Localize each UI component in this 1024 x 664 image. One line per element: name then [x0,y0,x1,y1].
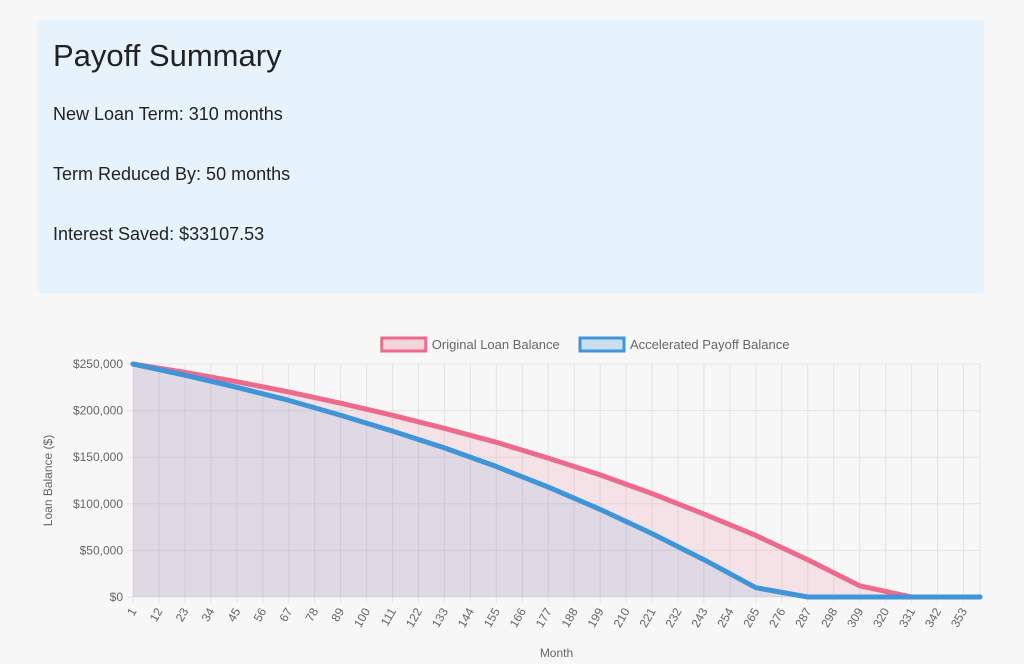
data-point [546,485,550,489]
data-point [806,595,810,599]
data-point [650,532,654,536]
payoff-summary-panel: Payoff Summary New Loan Term: 310 months… [37,20,984,293]
legend-label: Accelerated Payoff Balance [630,337,789,352]
x-tick-label: 254 [714,605,736,630]
x-tick-label: 331 [896,605,918,630]
y-tick-label: $100,000 [73,497,123,511]
x-tick-label: 221 [637,605,659,630]
x-axis-title: Month [540,646,573,660]
x-tick-label: 265 [740,605,762,630]
data-point [494,464,498,469]
data-point [754,586,758,590]
data-point [598,473,602,477]
legend-swatch [380,336,428,353]
data-point [287,398,291,402]
data-point [390,429,395,433]
data-point [754,533,758,538]
y-tick-label: $0 [110,590,124,604]
chart-svg: $0 $50,000 $100,000 $150,000 $200,000 $250,00… [41,336,983,660]
x-tick-label: 56 [251,605,270,624]
x-tick-label: 133 [429,605,451,630]
data-point [235,385,239,389]
x-tick-label: 155 [481,605,503,630]
x-tick-label: 232 [662,605,684,630]
data-point [858,595,862,599]
x-tick-label: 34 [199,605,218,624]
x-tick-label: 276 [766,605,788,630]
data-point [702,512,706,516]
x-tick-label: 353 [948,605,970,630]
data-point [339,401,343,405]
data-point [961,595,966,599]
y-tick-label: $200,000 [73,404,123,418]
x-tick-label: 287 [792,605,814,630]
x-tick-label: 111 [378,605,399,628]
interest-saved: Interest Saved: $33107.53 [53,224,265,244]
x-tick-label: 210 [611,605,633,630]
y-tick-label: $250,000 [73,357,123,371]
x-tick-label: 78 [302,605,321,624]
data-point [546,456,550,460]
data-point [235,380,239,384]
data-point [339,413,343,417]
x-tick-label: 67 [277,605,296,624]
data-point [390,413,395,417]
x-tick-label: 309 [844,605,866,630]
x-tick-label: 166 [507,605,529,630]
data-point [131,362,135,366]
y-axis-title: Loan Balance ($) [41,435,55,526]
x-tick-label: 45 [225,605,244,624]
series-area-original [133,364,980,597]
data-point [858,584,862,588]
series-line-original [130,361,983,600]
x-tick-label: 243 [688,605,710,630]
data-point [494,440,498,444]
x-tick-label: 100 [351,605,373,630]
data-point [702,558,706,562]
term-reduced: Term Reduced By: 50 months [53,164,291,184]
data-point [442,426,447,430]
x-tick-label: 89 [328,605,347,624]
x-tick-label: 144 [455,605,477,630]
x-tick-label: 298 [818,605,840,630]
x-tick-label: 199 [585,605,607,630]
data-point [978,595,982,599]
data-point [806,558,810,562]
data-point [598,507,602,511]
x-tick-label: 23 [173,605,192,624]
data-point [909,595,914,599]
x-tick-label: 188 [559,605,581,630]
new-loan-term: New Loan Term: 310 months [53,104,283,124]
loan-balance-chart: $0 $50,000 $100,000 $150,000 $200,000 $250,00… [0,325,1024,664]
y-tick-label: $50,000 [80,543,124,557]
x-tick-label: 122 [403,605,425,630]
data-point [442,446,447,450]
x-tick-label: 342 [922,605,944,630]
series-area-accelerated [133,364,980,597]
series-line-accelerated [130,361,983,600]
x-tick-label: 320 [870,605,892,630]
x-tick-label: 12 [147,605,166,624]
legend-swatch [578,336,626,353]
data-point [183,373,187,377]
y-tick-label: $150,000 [73,450,123,464]
data-point [287,390,291,394]
legend-label: Original Loan Balance [432,337,560,352]
summary-title: Payoff Summary [53,38,282,73]
data-point [650,491,654,496]
x-tick-label: 1 [124,605,140,618]
x-tick-label: 177 [533,605,555,630]
